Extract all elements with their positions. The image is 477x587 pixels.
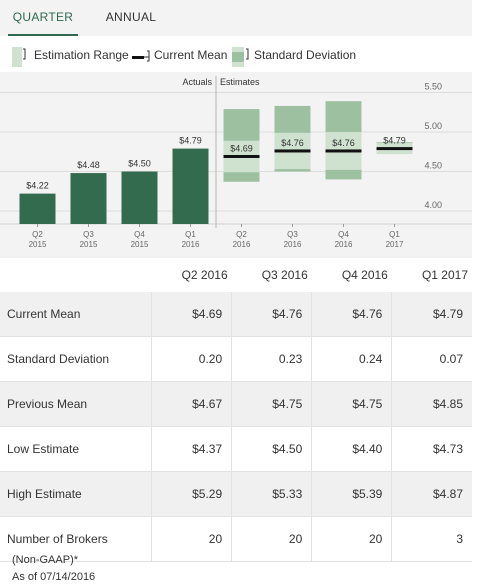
x-tick-label-quarter: Q3 <box>83 230 94 239</box>
x-tick-label-quarter: Q1 <box>185 230 196 239</box>
estimates-label: Estimates <box>220 77 260 87</box>
table-row-standard-deviation: Standard Deviation 0.20 0.23 0.24 0.07 <box>0 336 472 382</box>
row-label: Current Mean <box>0 292 152 337</box>
y-tick-label: 5.50 <box>424 82 442 92</box>
table-column-header: Q4 2016 <box>341 268 388 282</box>
actual-bar <box>121 171 158 224</box>
period-tabs: QUARTER ANNUAL <box>0 0 472 36</box>
x-tick-label-year: 2015 <box>80 240 98 249</box>
chart-legend: Estimation Range Current Mean Standard D… <box>0 38 472 72</box>
standard-deviation-swatch-icon <box>232 47 249 67</box>
row-label: Standard Deviation <box>0 336 152 382</box>
table-header-row: Q2 2016 Q3 2016 Q4 2016 Q1 2017 <box>0 258 472 292</box>
row-label: Previous Mean <box>0 381 152 427</box>
tab-quarter[interactable]: QUARTER <box>8 0 78 36</box>
y-tick-label: 5.00 <box>424 121 442 131</box>
x-tick-label-quarter: Q4 <box>134 230 145 239</box>
table-cell: 0.23 <box>231 336 312 382</box>
x-tick-label-year: 2017 <box>386 240 404 249</box>
actual-value-label: $4.79 <box>179 136 202 146</box>
eps-chart-panel: 5.50 5.00 4.50 4.00 Actuals Estimates $4.22 $4.… <box>0 72 472 258</box>
table-cell: 20 <box>151 516 232 562</box>
table-cell: $4.40 <box>311 426 392 472</box>
table-cell: $4.37 <box>151 426 232 472</box>
x-tick-label-year: 2015 <box>131 240 149 249</box>
table-cell: $4.75 <box>311 381 392 427</box>
table-cell: $5.39 <box>311 471 392 517</box>
x-tick-label-quarter: Q4 <box>338 230 349 239</box>
row-label: Number of Brokers <box>0 516 152 562</box>
table-cell: $4.73 <box>391 426 472 472</box>
x-tick-label-year: 2016 <box>335 240 353 249</box>
legend-label-estimation-range: Estimation Range <box>34 48 129 62</box>
table-cell: 20 <box>231 516 312 562</box>
legend-label-current-mean: Current Mean <box>154 48 228 62</box>
as-of-date: As of 07/14/2016 <box>12 571 96 583</box>
estimate-mean-label: $4.76 <box>281 138 304 148</box>
table-cell: $4.50 <box>231 426 312 472</box>
actual-bar <box>70 173 107 224</box>
table-row-current-mean: Current Mean $4.69 $4.76 $4.76 $4.79 <box>0 292 472 337</box>
table-header-corner <box>0 258 152 292</box>
actual-value-label: $4.48 <box>77 160 100 170</box>
row-label: High Estimate <box>0 471 152 517</box>
table-cell: 20 <box>311 516 392 562</box>
table-cell: $4.76 <box>311 292 392 337</box>
non-gaap-note: (Non-GAAP)* <box>12 554 79 566</box>
x-tick-label-year: 2015 <box>29 240 47 249</box>
x-tick-label-year: 2016 <box>233 240 251 249</box>
current-mean-line <box>376 147 413 151</box>
table-column-header: Q1 2017 <box>421 268 468 282</box>
x-tick-label-quarter: Q3 <box>287 230 298 239</box>
table-row-previous-mean: Previous Mean $4.67 $4.75 $4.75 $4.85 <box>0 381 472 427</box>
legend-current-mean: Current Mean <box>130 47 230 67</box>
legend-estimation-range: Estimation Range <box>12 47 132 67</box>
x-tick-label-quarter: Q1 <box>389 230 400 239</box>
current-mean-line-icon <box>132 50 150 62</box>
actual-value-label: $4.50 <box>128 159 151 169</box>
table-cell: $5.33 <box>231 471 312 517</box>
y-tick-label: 4.50 <box>424 161 442 171</box>
actual-bar <box>19 193 56 224</box>
current-mean-line <box>274 149 311 153</box>
estimate-mean-label: $4.69 <box>230 143 253 153</box>
current-mean-line <box>223 154 260 158</box>
estimate-mean-label: $4.76 <box>332 138 355 148</box>
actual-bar <box>172 148 209 224</box>
legend-label-standard-deviation: Standard Deviation <box>254 48 357 62</box>
table-row-low-estimate: Low Estimate $4.37 $4.50 $4.40 $4.73 <box>0 426 472 472</box>
actual-value-label: $4.22 <box>26 181 49 191</box>
table-cell: $4.85 <box>391 381 472 427</box>
table-cell: $4.76 <box>231 292 312 337</box>
tab-annual[interactable]: ANNUAL <box>105 10 157 24</box>
table-cell: $4.75 <box>231 381 312 427</box>
table-cell: $5.29 <box>151 471 232 517</box>
row-label: Low Estimate <box>0 426 152 472</box>
x-tick-label-year: 2016 <box>284 240 302 249</box>
estimates-table: Q2 2016 Q3 2016 Q4 2016 Q1 2017 Current … <box>0 258 472 562</box>
estimation-range-swatch-icon <box>12 47 26 67</box>
legend-standard-deviation: Standard Deviation <box>232 47 362 67</box>
table-cell: 0.24 <box>311 336 392 382</box>
y-tick-label: 4.00 <box>424 200 442 210</box>
x-tick-label-year: 2016 <box>182 240 200 249</box>
table-cell: $4.79 <box>391 292 472 337</box>
eps-chart: 5.50 5.00 4.50 4.00 Actuals Estimates $4.22 $4.… <box>0 76 472 249</box>
table-cell: 0.07 <box>391 336 472 382</box>
estimate-mean-label: $4.79 <box>383 136 406 146</box>
x-tick-label-quarter: Q2 <box>32 230 43 239</box>
table-column-header: Q2 2016 <box>181 268 228 282</box>
table-column-header: Q3 2016 <box>261 268 308 282</box>
table-cell: $4.87 <box>391 471 472 517</box>
x-tick-label-quarter: Q2 <box>236 230 247 239</box>
table-row-number-of-brokers: Number of Brokers 20 20 20 3 <box>0 516 472 562</box>
actuals-label: Actuals <box>182 77 212 87</box>
table-row-high-estimate: High Estimate $5.29 $5.33 $5.39 $4.87 <box>0 471 472 517</box>
table-cell: 0.20 <box>151 336 232 382</box>
table-cell: $4.69 <box>151 292 232 337</box>
table-cell: 3 <box>391 516 472 562</box>
table-cell: $4.67 <box>151 381 232 427</box>
current-mean-line <box>325 149 362 153</box>
